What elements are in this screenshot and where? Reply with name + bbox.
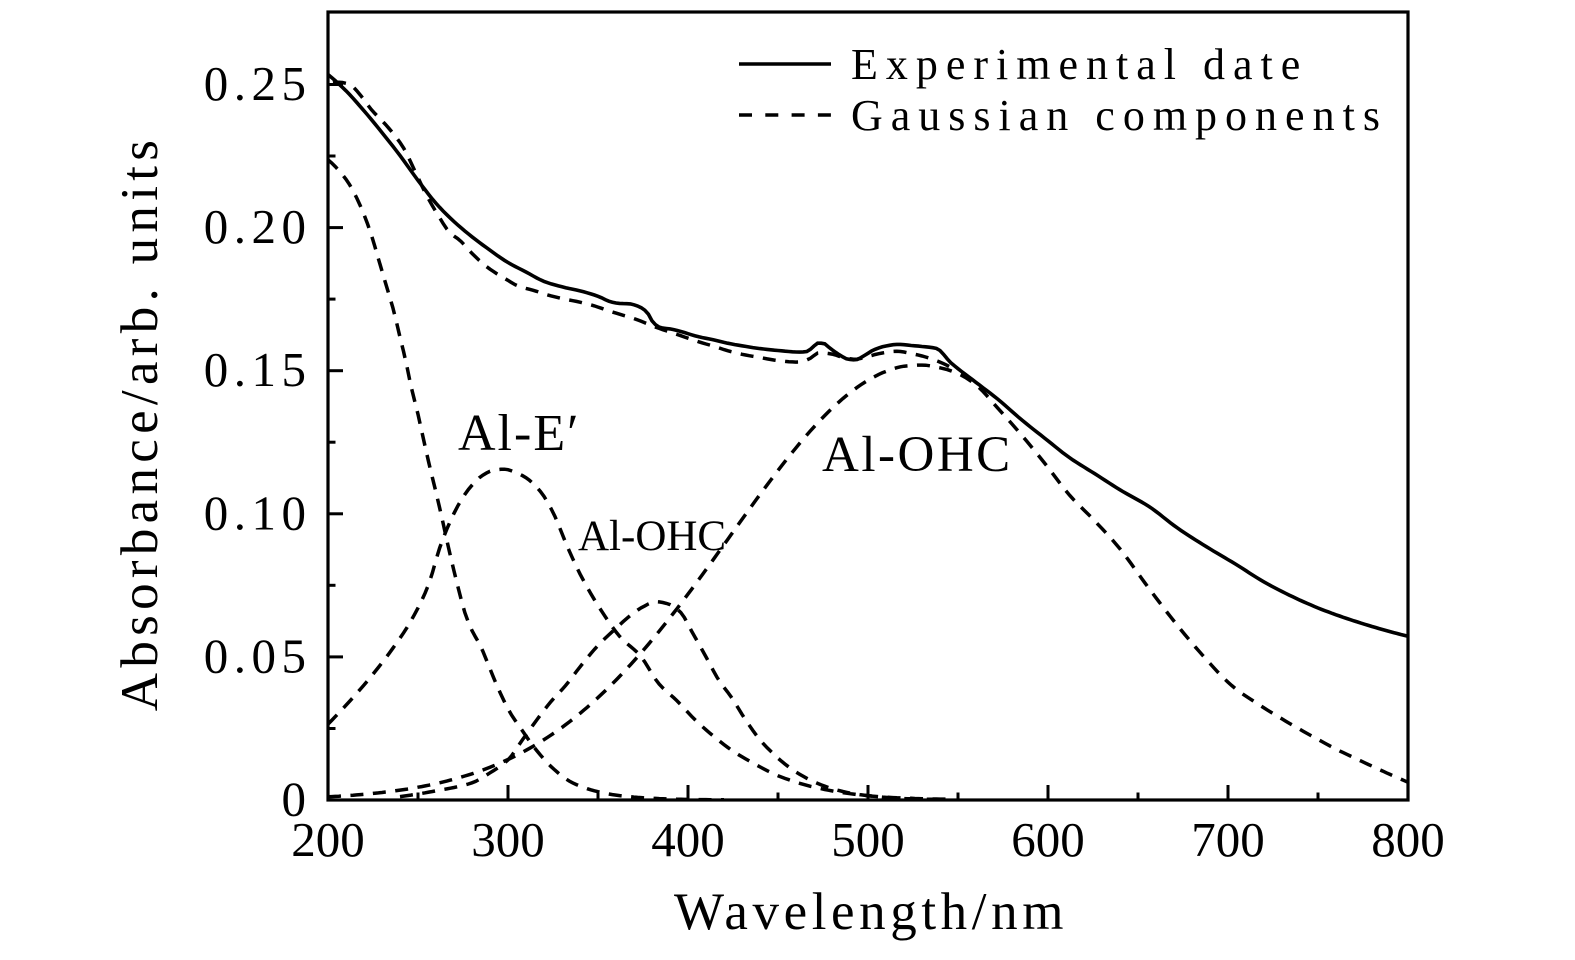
svg-text:300: 300 <box>471 812 545 867</box>
svg-text:Wavelength/nm: Wavelength/nm <box>674 883 1068 941</box>
svg-text:0.05: 0.05 <box>204 628 312 683</box>
svg-text:Gaussian components: Gaussian components <box>851 91 1388 140</box>
svg-text:200: 200 <box>291 812 365 867</box>
svg-text:800: 800 <box>1371 812 1445 867</box>
svg-text:Al-OHC: Al-OHC <box>578 513 726 560</box>
svg-text:Al-OHC: Al-OHC <box>822 427 1013 483</box>
svg-text:Absorbance/arb. units: Absorbance/arb. units <box>111 135 169 711</box>
svg-text:600: 600 <box>1011 812 1085 867</box>
svg-text:0.10: 0.10 <box>204 485 312 540</box>
svg-text:0: 0 <box>282 772 312 827</box>
svg-text:0.15: 0.15 <box>204 342 312 397</box>
svg-text:0.20: 0.20 <box>204 199 312 254</box>
svg-text:0.25: 0.25 <box>204 56 312 111</box>
svg-text:500: 500 <box>831 812 905 867</box>
svg-text:400: 400 <box>651 812 725 867</box>
svg-text:Experimental date: Experimental date <box>851 40 1308 89</box>
svg-text:700: 700 <box>1191 812 1265 867</box>
svg-text:Al-E′: Al-E′ <box>458 405 580 462</box>
